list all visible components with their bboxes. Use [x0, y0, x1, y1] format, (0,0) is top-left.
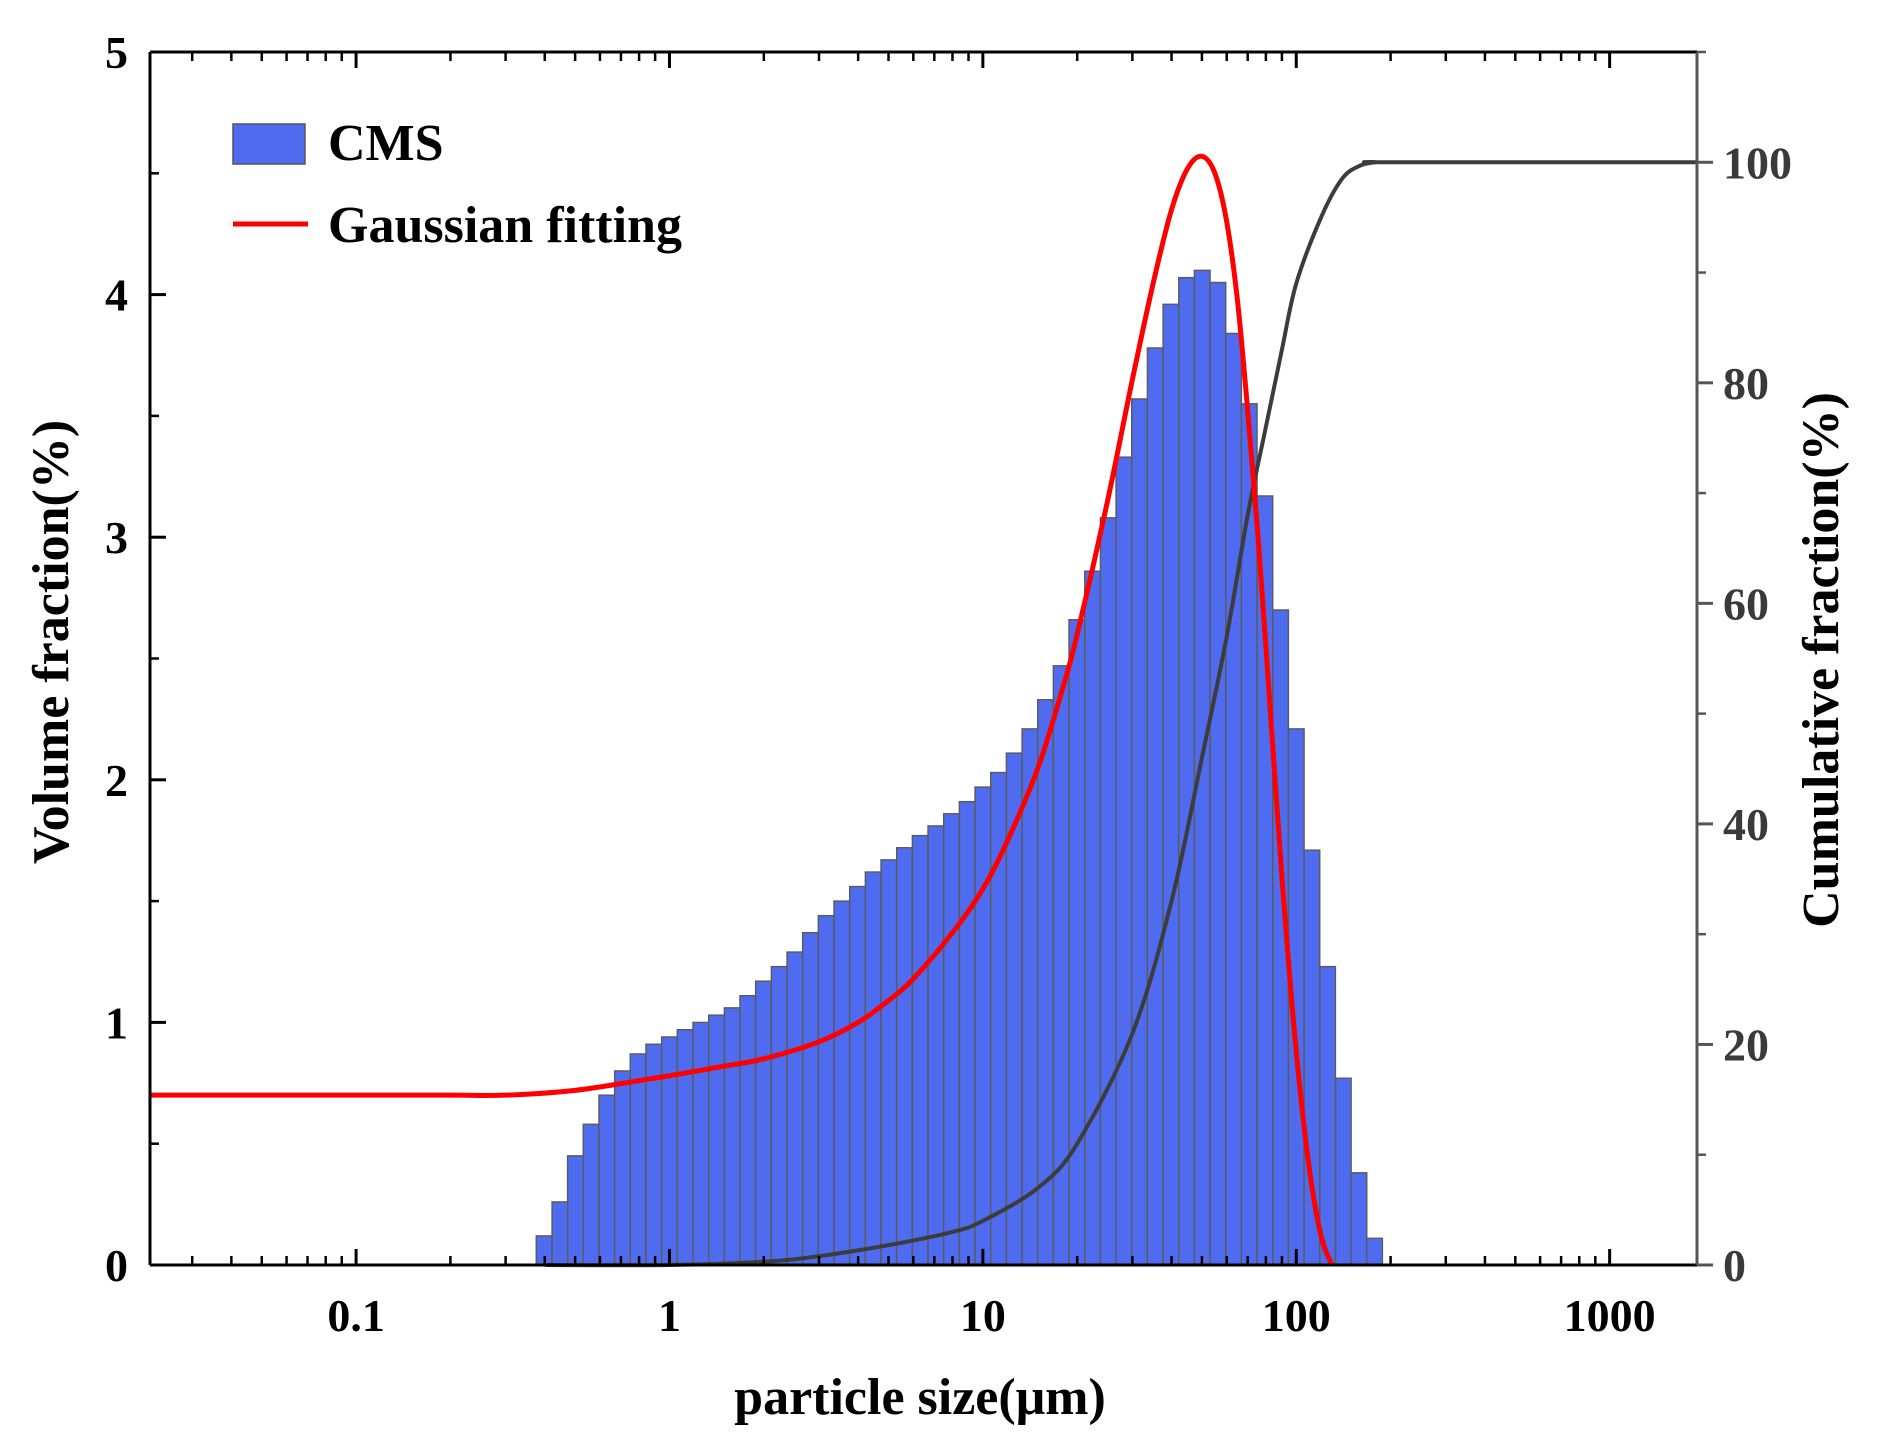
- y2-tick-label: 40: [1723, 799, 1769, 850]
- histogram-bar: [1084, 570, 1102, 1266]
- curves: [150, 153, 1697, 1268]
- histogram-bar: [676, 1028, 694, 1266]
- ticks: 0.1 1 10 100 1000 0 1 2 3 4 5 0 20 40 60 80 100: [105, 27, 1792, 1341]
- histogram-bar: [723, 1007, 741, 1266]
- histogram-bar: [1131, 398, 1149, 1266]
- histogram-bar: [598, 1094, 616, 1266]
- histogram-bar: [911, 834, 929, 1266]
- y-tick-label: 5: [105, 27, 128, 78]
- y2-axis-title: Cumulative fraction(%): [1793, 392, 1850, 928]
- histogram-bar: [1193, 269, 1211, 1266]
- histogram-bar: [1334, 1077, 1352, 1266]
- histogram-bar: [551, 1201, 569, 1266]
- x-tick-label: 1000: [1564, 1290, 1656, 1341]
- y-tick-label: 3: [105, 512, 128, 563]
- histogram-bar: [864, 871, 882, 1266]
- histogram-bar: [754, 980, 773, 1266]
- histogram-bar: [1115, 456, 1133, 1266]
- histogram-bars: [535, 269, 1384, 1266]
- histogram-bar: [566, 1155, 584, 1266]
- histogram-bar: [895, 847, 914, 1266]
- histogram-bar: [942, 813, 961, 1266]
- histogram-bar: [833, 900, 851, 1266]
- histogram-bar: [927, 825, 945, 1266]
- histogram-bar: [1021, 728, 1039, 1266]
- histogram-bar: [1068, 618, 1086, 1266]
- legend-label-gaussian: Gaussian fitting: [328, 197, 682, 254]
- cumulative-curve: [544, 160, 1697, 1268]
- histogram-bar: [801, 931, 820, 1266]
- histogram-bar: [582, 1123, 600, 1266]
- x-tick-label: 1: [658, 1290, 681, 1341]
- y-tick-label: 4: [105, 270, 128, 321]
- histogram-bar: [1319, 965, 1337, 1266]
- histogram-bar: [692, 1021, 710, 1266]
- y-tick-label: 1: [105, 997, 128, 1048]
- histogram-bar: [1146, 347, 1164, 1266]
- histogram-bar: [817, 914, 835, 1266]
- histogram-bar: [660, 1036, 679, 1266]
- legend-swatch-cms: [232, 123, 306, 165]
- histogram-bar: [613, 1070, 632, 1266]
- x-tick-label: 100: [1262, 1290, 1331, 1341]
- legend-label-cms: CMS: [328, 115, 444, 172]
- x-axis-title: particle size(μm): [734, 1369, 1106, 1426]
- x-tick-label: 10: [960, 1290, 1006, 1341]
- y2-tick-label: 100: [1723, 137, 1792, 188]
- histogram-bar: [974, 786, 992, 1266]
- histogram-bar: [739, 995, 757, 1266]
- histogram-bar: [1225, 332, 1243, 1266]
- histogram-bar: [786, 951, 804, 1266]
- histogram-bar: [770, 965, 788, 1266]
- y2-tick-label: 60: [1723, 578, 1769, 629]
- y-axis-title: Volume fraction(%): [23, 420, 80, 864]
- histogram-bar: [958, 800, 976, 1266]
- histogram-bar: [880, 859, 898, 1266]
- gaussian-fit-curve: [150, 153, 1335, 1266]
- histogram-bar: [1178, 276, 1196, 1266]
- histogram-bar: [707, 1014, 726, 1266]
- histogram-bar: [1162, 303, 1180, 1266]
- histogram-bar: [629, 1053, 647, 1266]
- legend: CMS Gaussian fitting: [232, 115, 682, 254]
- histogram-bar: [1099, 517, 1117, 1266]
- y-tick-label: 2: [105, 755, 128, 806]
- histogram-bar: [848, 885, 867, 1266]
- y2-tick-label: 80: [1723, 358, 1769, 409]
- histogram-bar: [1209, 281, 1227, 1266]
- y-tick-label: 0: [105, 1240, 128, 1291]
- histogram-bar: [1303, 849, 1321, 1266]
- y2-tick-label: 0: [1723, 1240, 1746, 1291]
- histogram-bar: [1350, 1172, 1368, 1266]
- histogram-bar: [1366, 1237, 1384, 1266]
- y2-tick-label: 20: [1723, 1019, 1769, 1070]
- x-tick-label: 0.1: [327, 1290, 385, 1341]
